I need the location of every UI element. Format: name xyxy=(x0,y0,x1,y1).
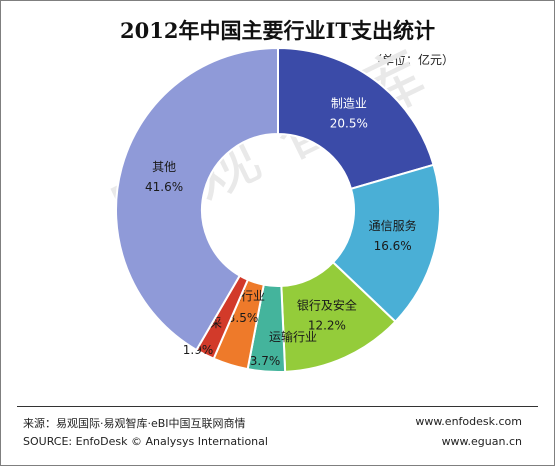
slice-value-4: 3.5% xyxy=(228,311,259,325)
footer-source-cn: 来源：易观国际·易观智库·eBI中国互联网商情 xyxy=(23,417,246,430)
slice-value-3: 3.7% xyxy=(250,354,281,368)
slice-name-0: 制造业 xyxy=(331,97,367,111)
slice-name-3: 运输行业 xyxy=(269,329,317,344)
slice-6 xyxy=(115,46,279,352)
donut-chart: 制造业20.5%通信服务16.6%银行及安全12.2%运输行业3.7%保险行业3… xyxy=(115,46,441,373)
footer-source-en: SOURCE: EnfoDesk © Analysys Internationa… xyxy=(23,435,268,448)
slice-value-6: 41.6% xyxy=(145,180,183,194)
slice-0 xyxy=(277,46,435,191)
chart-title: 2012年中国主要行业IT支出统计 xyxy=(120,18,435,43)
slice-1 xyxy=(331,163,441,324)
slice-value-0: 20.5% xyxy=(330,117,368,131)
slice-name-2: 银行及安全 xyxy=(297,297,357,312)
slice-value-2: 12.2% xyxy=(308,318,346,332)
unit-label: （单位：亿元） xyxy=(369,53,454,67)
footer-url-eguan: www.eguan.cn xyxy=(441,435,522,448)
footer-url-enfodesk: www.enfodesk.com xyxy=(415,415,522,428)
slice-name-1: 通信服务 xyxy=(369,218,417,233)
slice-name-6: 其他 xyxy=(152,160,176,174)
footer-divider xyxy=(17,406,538,407)
slice-value-1: 16.6% xyxy=(374,239,412,253)
